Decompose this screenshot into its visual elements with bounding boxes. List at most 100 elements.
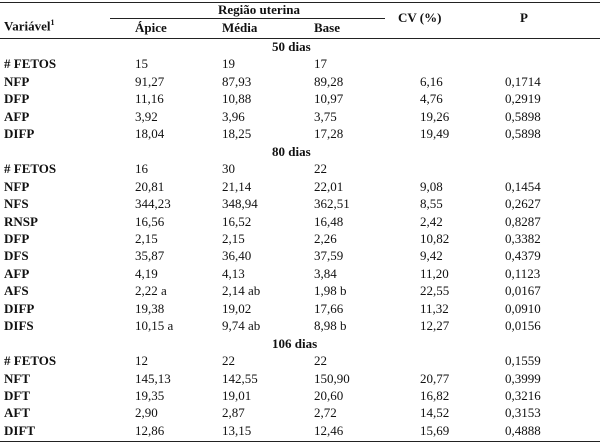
- cell: 16,52: [222, 213, 252, 229]
- column-header: Ápice: [135, 20, 167, 35]
- cell: 19,38: [135, 300, 165, 316]
- cell-p: 0,1714: [505, 73, 541, 89]
- row-label: NFP: [4, 73, 30, 89]
- cell: 15: [135, 56, 148, 72]
- cell: 19,01: [222, 388, 252, 403]
- cell: 21,14: [222, 178, 252, 194]
- row-label: AFP: [4, 265, 30, 281]
- row-label: DFS: [4, 248, 29, 264]
- cell: 4,13: [222, 265, 245, 281]
- cell-cv: 2,42: [420, 213, 443, 229]
- cell: 89,28: [314, 73, 344, 89]
- row-label: # FETOS: [4, 353, 57, 369]
- cell-p: 0,0167: [505, 283, 541, 299]
- cell-cv: 16,82: [420, 388, 450, 403]
- cell-cv: 11,32: [420, 300, 449, 316]
- cell-cv: 19,49: [420, 126, 450, 142]
- cell: 17,28: [314, 126, 344, 142]
- column-header: Base: [314, 20, 340, 35]
- header-p: P: [520, 10, 528, 25]
- cell-p: 0,5898: [505, 108, 541, 124]
- cell-p: 0,5898: [505, 126, 541, 142]
- cell: 2,22 a: [135, 283, 167, 299]
- cell-p: 0,4379: [505, 248, 541, 264]
- cell: 16: [135, 161, 148, 177]
- cell: 18,04: [135, 126, 165, 142]
- cell: 22,01: [314, 178, 344, 194]
- cell-cv: 14,52: [420, 405, 450, 421]
- header-text: Variável: [4, 18, 51, 34]
- header-region: Região uterina: [218, 2, 300, 17]
- cell: 19,02: [222, 300, 252, 316]
- cell: 4,19: [135, 265, 158, 281]
- footnote-mark: 1: [50, 18, 55, 27]
- cell: 348,94: [222, 196, 258, 212]
- row-label: AFS: [4, 283, 29, 299]
- row-label: RNSP: [4, 213, 38, 229]
- cell: 16,48: [314, 213, 344, 229]
- header-cv: CV (%): [398, 10, 442, 25]
- cell: 19,35: [135, 388, 165, 403]
- cell: 344,23: [135, 196, 171, 212]
- cell: 10,97: [314, 91, 344, 107]
- cell: 30: [222, 161, 235, 177]
- cell: 91,27: [135, 73, 165, 89]
- row-label: # FETOS: [4, 161, 57, 177]
- header-variable: Variável1: [4, 14, 54, 34]
- row-label: NFP: [4, 178, 30, 194]
- cell: 142,55: [222, 370, 258, 386]
- cell: 13,15: [222, 422, 252, 438]
- cell: 2,72: [314, 405, 337, 421]
- cell-cv: 8,55: [420, 196, 443, 212]
- rule: [0, 38, 600, 39]
- cell-cv: 11,20: [420, 265, 449, 281]
- cell: 35,87: [135, 248, 165, 264]
- cell-p: 0,1123: [505, 265, 541, 281]
- section-title: 50 dias: [272, 39, 311, 54]
- cell: 37,59: [314, 248, 344, 264]
- cell: 3,84: [314, 265, 337, 281]
- cell-cv: 6,16: [420, 73, 443, 89]
- cell-cv: 9,08: [420, 178, 443, 194]
- cell: 11,16: [135, 91, 164, 107]
- cell: 20,81: [135, 178, 165, 194]
- cell-p: 0,1454: [505, 178, 541, 194]
- cell: 36,40: [222, 248, 252, 264]
- cell-cv: 15,69: [420, 422, 450, 438]
- cell-cv: 20,77: [420, 370, 450, 386]
- cell-p: 0,3382: [505, 230, 541, 246]
- cell: 22: [314, 353, 327, 369]
- cell: 9,74 ab: [222, 318, 261, 334]
- cell-p: 0,1559: [505, 353, 541, 369]
- cell: 2,15: [222, 230, 245, 246]
- rule: [110, 18, 385, 19]
- cell: 17,66: [314, 300, 344, 316]
- cell: 2,90: [135, 405, 158, 421]
- cell-cv: 19,26: [420, 108, 450, 124]
- row-label: DIFP: [4, 126, 35, 142]
- cell-p: 0,4888: [505, 422, 541, 438]
- cell: 20,60: [314, 388, 344, 403]
- cell: 16,56: [135, 213, 165, 229]
- cell-p: 0,2627: [505, 196, 541, 212]
- section-title: 106 dias: [272, 335, 318, 351]
- cell: 150,90: [314, 370, 350, 386]
- cell-p: 0,3153: [505, 405, 541, 421]
- cell: 2,26: [314, 230, 337, 246]
- cell-p: 0,0156: [505, 318, 541, 334]
- cell: 18,25: [222, 126, 252, 142]
- cell-p: 0,3216: [505, 388, 541, 403]
- row-label: DIFP: [4, 300, 35, 316]
- cell: 19: [222, 56, 235, 72]
- cell: 362,51: [314, 196, 350, 212]
- row-label: AFT: [4, 405, 30, 421]
- cell: 3,92: [135, 108, 158, 124]
- cell-p: 0,0910: [505, 300, 541, 316]
- column-header: Média: [222, 20, 258, 35]
- cell: 2,14 ab: [222, 283, 261, 299]
- cell-p: 0,3999: [505, 370, 541, 386]
- cell: 1,98 b: [314, 283, 347, 299]
- cell: 12,86: [135, 422, 165, 438]
- row-label: DFP: [4, 230, 30, 246]
- row-label: # FETOS: [4, 56, 57, 72]
